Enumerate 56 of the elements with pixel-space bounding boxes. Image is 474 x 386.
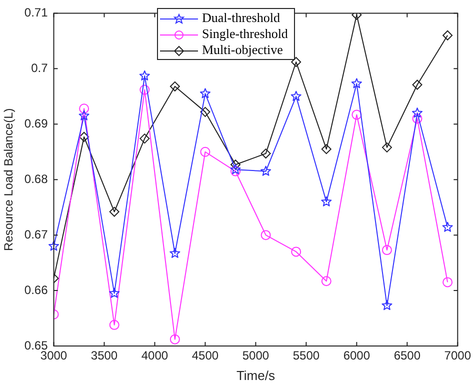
point <box>109 320 120 330</box>
point <box>79 132 90 142</box>
point <box>200 88 210 98</box>
point <box>382 300 392 310</box>
point <box>321 196 332 206</box>
x-tick-label: 5500 <box>292 348 320 363</box>
point <box>200 106 210 117</box>
point <box>260 148 271 159</box>
point <box>140 84 150 95</box>
point <box>260 230 271 240</box>
point <box>352 110 362 120</box>
point <box>260 166 272 176</box>
point <box>321 144 332 154</box>
point <box>78 110 90 120</box>
legend-label: Multi-objective <box>202 42 283 58</box>
y-tick-label: 0.69 <box>24 116 48 130</box>
point <box>170 248 180 258</box>
y-tick-label: 0.66 <box>24 282 48 297</box>
point <box>442 222 453 232</box>
point <box>139 70 150 80</box>
point <box>170 81 180 92</box>
point <box>290 90 302 101</box>
y-tick-label: 0.7 <box>31 60 48 75</box>
point <box>170 334 180 344</box>
x-tick-label: 6500 <box>394 348 421 363</box>
point <box>442 30 453 40</box>
x-tick-label: 4500 <box>192 348 219 363</box>
point <box>109 206 120 217</box>
point <box>321 276 332 286</box>
point <box>109 288 120 298</box>
x-tick-label: 7000 <box>444 348 472 363</box>
legend-label: Dual-threshold <box>202 10 280 25</box>
x-tick-label: 6000 <box>343 348 370 363</box>
point <box>412 108 423 118</box>
point <box>442 277 453 288</box>
x-tick-label: 5000 <box>242 348 270 363</box>
y-tick-label: 0.71 <box>24 6 48 20</box>
point <box>200 146 210 157</box>
point <box>291 246 302 257</box>
y-axis-title: Resource Load Balance(L) <box>2 108 16 251</box>
point <box>412 80 422 90</box>
point <box>351 78 362 88</box>
y-tick-label: 0.67 <box>24 227 48 242</box>
legend-label: Single-threshold <box>202 26 288 42</box>
point <box>382 245 392 256</box>
point <box>230 160 241 170</box>
point <box>412 114 422 124</box>
point <box>291 57 302 68</box>
point <box>48 240 60 251</box>
y-tick-label: 0.68 <box>24 172 48 186</box>
x-tick-label: 4000 <box>141 348 168 363</box>
x-tick-label: 3500 <box>90 348 118 363</box>
point <box>79 104 90 114</box>
point <box>382 142 392 152</box>
x-axis-title: Time/s <box>236 368 276 383</box>
point <box>140 134 150 144</box>
